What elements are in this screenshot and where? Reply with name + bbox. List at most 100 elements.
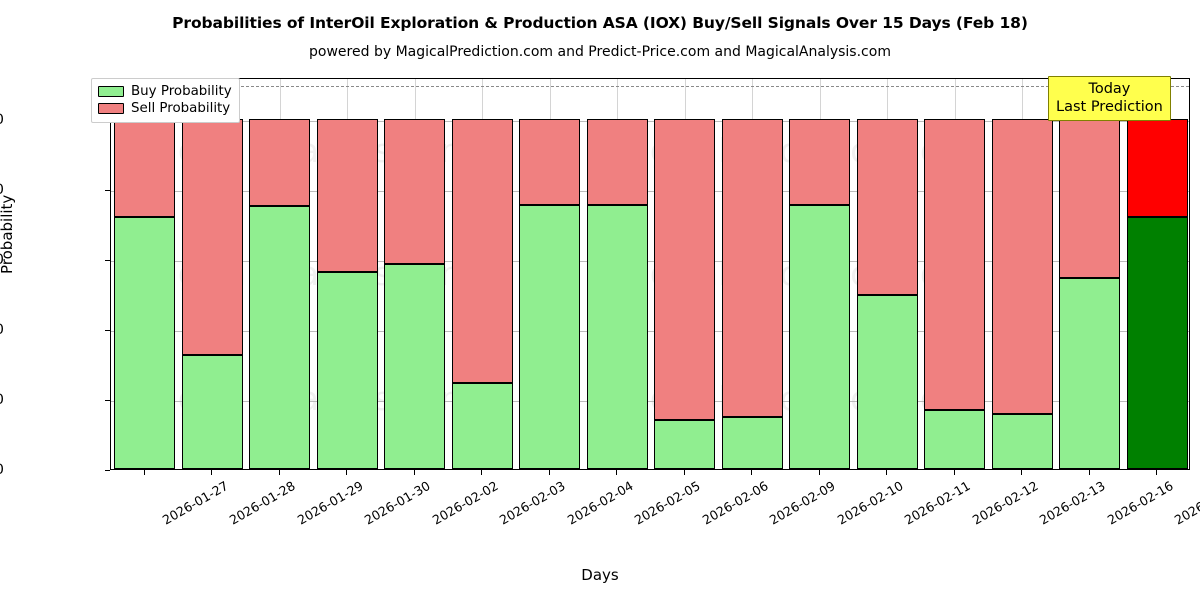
x-axis-tick-label: 2026-02-09	[767, 478, 838, 528]
bar-segment-sell	[856, 119, 918, 296]
bar-stacked	[991, 79, 1053, 469]
x-axis-tick-label: 2026-01-27	[159, 478, 231, 528]
bar-segment-buy	[856, 295, 918, 469]
bar-segment-buy	[1059, 277, 1121, 469]
bar-stacked	[519, 79, 581, 469]
legend-label-buy: Buy Probability	[131, 84, 232, 99]
gridline-horizontal	[111, 261, 1189, 262]
today-annotation-line1: Today	[1088, 81, 1131, 97]
bar-segment-sell	[316, 119, 378, 273]
gridline-horizontal	[111, 331, 1189, 332]
bar-stacked	[249, 79, 311, 469]
bar-segment-buy	[924, 410, 986, 469]
bar-segment-sell	[789, 119, 851, 206]
x-axis-tick-label: 2026-02-12	[969, 478, 1041, 528]
bar-today	[1126, 79, 1188, 469]
x-axis-tick-label: 2026-02-10	[834, 478, 906, 528]
bar-stacked	[586, 79, 648, 469]
x-axis-tick-mark	[953, 470, 955, 475]
x-axis-tick-label: 2026-02-17	[1172, 478, 1200, 528]
bar-segment-sell	[519, 119, 581, 205]
bar-segment-sell	[451, 119, 513, 384]
bar-segment-sell	[991, 119, 1053, 414]
bar-segment-buy	[721, 417, 783, 469]
x-axis-tick-mark	[346, 470, 348, 475]
x-axis-tick-label: 2026-01-29	[294, 478, 366, 528]
plot-inner: MagicalAnalysis.comMagicalPrediction.com…	[111, 79, 1189, 469]
bar-segment-sell	[721, 119, 783, 418]
bar-stacked	[316, 79, 378, 469]
x-axis-tick-mark	[616, 470, 618, 475]
y-axis-tick-label: 40	[0, 322, 4, 338]
bar-stacked	[721, 79, 783, 469]
bar-segment-buy	[114, 217, 176, 469]
x-axis-tick-mark	[481, 470, 483, 475]
gridline-horizontal	[111, 191, 1189, 192]
x-axis-tick-label: 2026-02-05	[632, 478, 703, 528]
bar-stacked	[181, 79, 243, 469]
x-axis-tick-label: 2026-02-04	[564, 478, 636, 528]
x-axis-tick-mark	[548, 470, 550, 475]
bar-stacked	[789, 79, 851, 469]
bar-segment-sell	[114, 119, 176, 217]
bar-stacked	[1059, 79, 1121, 469]
y-axis-tick-label: 80	[0, 182, 4, 198]
chart-legend: Buy Probability Sell Probability	[91, 78, 240, 123]
bar-stacked	[654, 79, 716, 469]
x-axis-tick-label: 2026-02-16	[1104, 478, 1176, 528]
y-axis-tick-mark	[105, 190, 110, 192]
y-axis-tick-mark	[105, 260, 110, 262]
x-axis-tick-label: 2026-02-11	[902, 478, 973, 528]
x-axis-tick-mark	[818, 470, 820, 475]
plot-area: MagicalAnalysis.comMagicalPrediction.com…	[110, 78, 1190, 470]
bar-segment-sell	[586, 119, 648, 206]
x-axis-tick-mark	[143, 470, 145, 475]
bar-segment-buy	[654, 420, 716, 469]
x-axis-tick-mark	[211, 470, 213, 475]
legend-swatch-sell	[98, 103, 124, 114]
bar-segment-buy	[789, 205, 851, 469]
bar-stacked	[451, 79, 513, 469]
bar-segment-buy	[451, 383, 513, 469]
reference-line	[111, 86, 1189, 87]
bar-segment-sell	[384, 119, 446, 264]
bar-segment-sell	[654, 119, 716, 420]
bar-segment-buy	[1126, 217, 1188, 469]
bar-segment-sell	[924, 119, 986, 411]
x-axis-tick-label: 2026-02-02	[429, 478, 501, 528]
y-axis-tick-label: 0	[0, 462, 4, 478]
bar-segment-buy	[586, 205, 648, 469]
chart-title: Probabilities of InterOil Exploration & …	[172, 14, 1028, 32]
bar-segment-sell	[1126, 119, 1188, 217]
bar-segment-sell	[1059, 119, 1121, 278]
x-axis-tick-mark	[886, 470, 888, 475]
bar-segment-sell	[181, 119, 243, 356]
legend-swatch-buy	[98, 86, 124, 97]
y-axis-tick-mark	[105, 470, 110, 472]
gridline-horizontal	[111, 121, 1189, 122]
x-axis-tick-mark	[1021, 470, 1023, 475]
x-axis-tick-label: 2026-02-13	[1037, 478, 1108, 528]
y-axis-tick-label: 60	[0, 252, 4, 268]
bar-segment-buy	[991, 413, 1053, 469]
bar-stacked	[114, 79, 176, 469]
x-axis-tick-label: 2026-01-30	[362, 478, 433, 528]
today-annotation-line2: Last Prediction	[1056, 99, 1163, 115]
bar-stacked	[856, 79, 918, 469]
x-axis-tick-mark	[413, 470, 415, 475]
x-axis-tick-mark	[751, 470, 753, 475]
x-axis-tick-mark	[1088, 470, 1090, 475]
x-axis-tick-label: 2026-02-03	[497, 478, 568, 528]
chart-subtitle: powered by MagicalPrediction.com and Pre…	[309, 44, 891, 60]
legend-item-buy: Buy Probability	[98, 83, 232, 100]
y-axis-tick-mark	[105, 330, 110, 332]
x-axis-tick-mark	[683, 470, 685, 475]
x-axis-tick-label: 2026-02-06	[699, 478, 771, 528]
bar-segment-buy	[181, 355, 243, 469]
legend-item-sell: Sell Probability	[98, 100, 232, 117]
legend-label-sell: Sell Probability	[131, 101, 231, 116]
gridline-horizontal	[111, 401, 1189, 402]
y-axis-tick-label: 20	[0, 392, 4, 408]
bar-segment-buy	[249, 205, 311, 469]
